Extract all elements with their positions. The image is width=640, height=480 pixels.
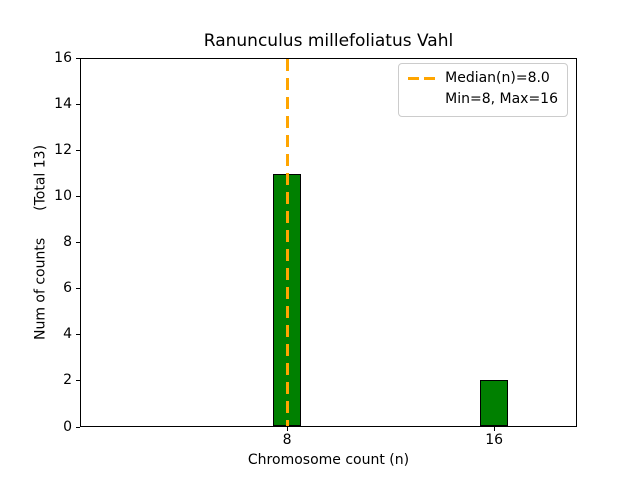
ytick-label-10: 10	[54, 187, 72, 204]
legend: Median(n)=8.0 Min=8, Max=16	[398, 63, 568, 117]
median-line	[285, 59, 289, 426]
legend-row-minmax: Min=8, Max=16	[408, 89, 558, 110]
ytick-mark-6	[76, 288, 80, 290]
ytick-mark-10	[76, 195, 80, 197]
ytick-label-12: 12	[54, 141, 72, 158]
legend-empty-handle	[408, 98, 435, 101]
legend-entry-minmax: Min=8, Max=16	[445, 91, 558, 107]
ytick-label-6: 6	[63, 280, 72, 297]
ytick-label-0: 0	[63, 418, 72, 435]
plot-area: Median(n)=8.0 Min=8, Max=16	[80, 58, 577, 427]
ytick-label-8: 8	[63, 234, 72, 250]
xtick-mark-8	[286, 427, 288, 431]
x-axis-label: Chromosome count (n)	[247, 452, 410, 468]
ytick-label-16: 16	[54, 49, 72, 66]
ytick-label-2: 2	[63, 372, 72, 389]
legend-dashed-line-sample	[408, 77, 436, 80]
ytick-mark-16	[76, 57, 80, 59]
xtick-mark-16	[493, 427, 495, 431]
ytick-mark-8	[76, 242, 80, 243]
ytick-mark-12	[76, 149, 80, 151]
legend-entry-median: Median(n)=8.0	[445, 70, 550, 86]
xtick-label-8: 8	[282, 432, 292, 448]
ytick-label-4: 4	[63, 326, 72, 343]
ytick-mark-2	[76, 380, 80, 382]
chart-title: Ranunculus millefoliatus Vahl	[203, 31, 454, 51]
ytick-mark-14	[76, 103, 80, 105]
bar-x16	[480, 380, 509, 426]
ytick-mark-0	[76, 426, 80, 428]
ytick-mark-4	[76, 334, 80, 336]
ytick-label-14: 14	[54, 95, 72, 112]
legend-row-median: Median(n)=8.0	[408, 68, 558, 89]
xtick-label-16: 16	[485, 432, 504, 448]
